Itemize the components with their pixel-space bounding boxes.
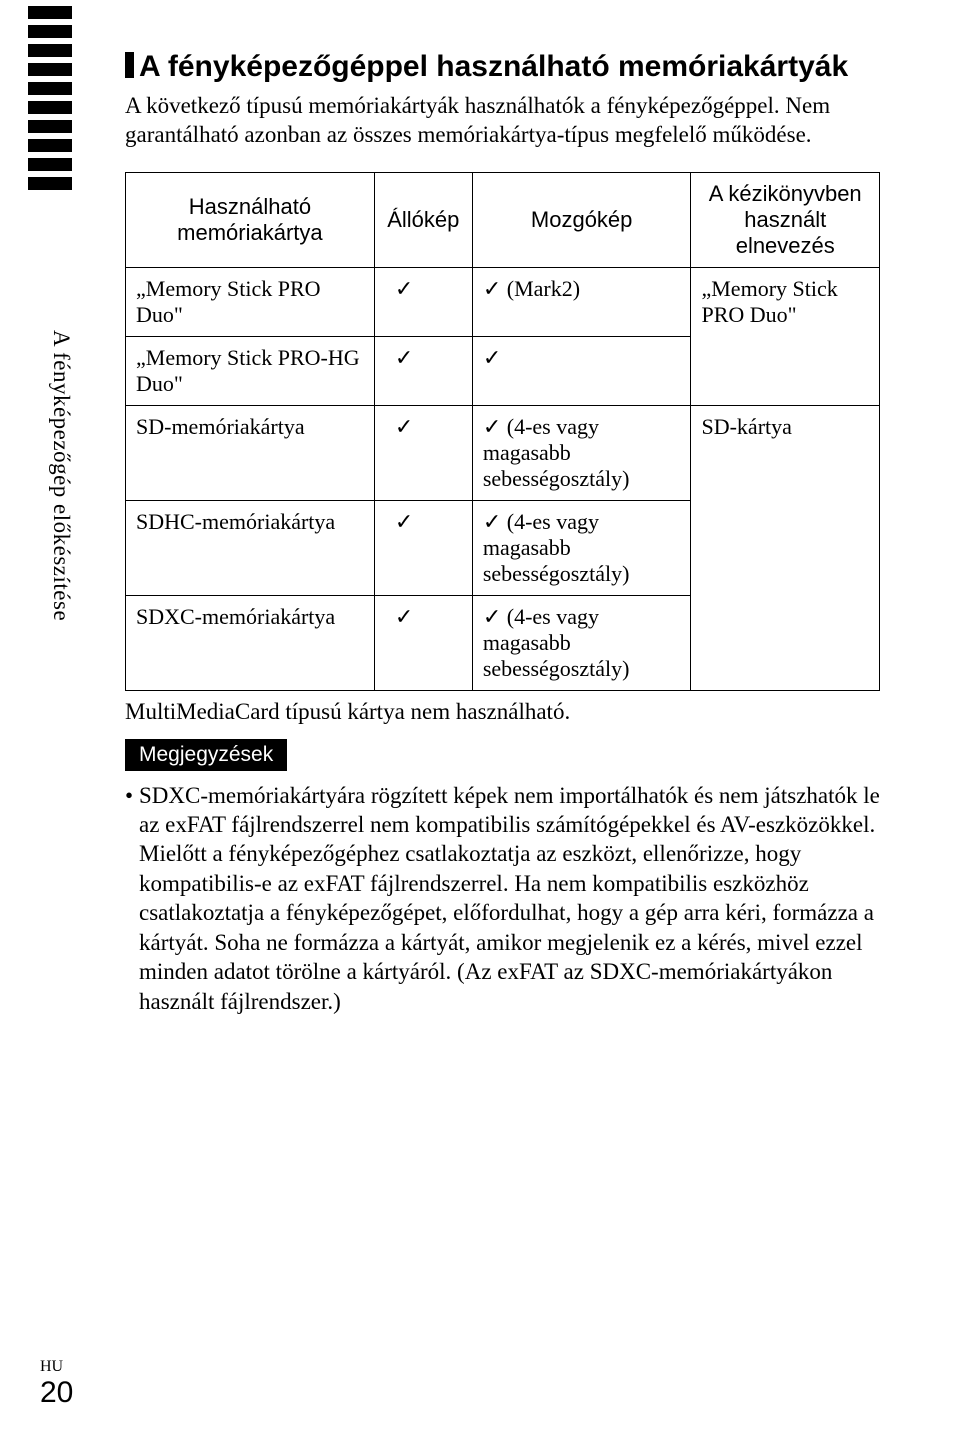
cell-still: ✓ <box>374 500 472 595</box>
note-item: SDXC-memóriakártyára rögzített képek nem… <box>139 781 880 1017</box>
notes-label: Megjegyzések <box>125 739 287 771</box>
cell-still: ✓ <box>374 405 472 500</box>
cell-card: SD-memóriakártya <box>126 405 375 500</box>
progress-bar-segment <box>28 44 72 57</box>
progress-bar-segment <box>28 63 72 76</box>
cell-card: „Memory Stick PRO Duo" <box>126 267 375 336</box>
cell-card: SDXC-memóriakártya <box>126 595 375 690</box>
table-row: SD-memóriakártya✓✓ (4-es vagy magasabb s… <box>126 405 880 500</box>
cell-name: SD-kártya <box>691 405 880 690</box>
cell-still: ✓ <box>374 595 472 690</box>
cell-still: ✓ <box>374 267 472 336</box>
footer-lang: HU <box>40 1358 73 1376</box>
after-table-note: MultiMediaCard típusú kártya nem használ… <box>125 699 880 725</box>
cell-still: ✓ <box>374 336 472 405</box>
heading-text: A fényképezőgéppel használható memóriaká… <box>139 50 848 83</box>
cell-movie: ✓ (4-es vagy magasabb sebességosztály) <box>472 500 691 595</box>
progress-bar-segment <box>28 25 72 38</box>
th-card: Használható memóriakártya <box>126 172 375 267</box>
notes-list: SDXC-memóriakártyára rögzített képek nem… <box>125 781 880 1017</box>
table-row: „Memory Stick PRO Duo"✓✓ (Mark2)„Memory … <box>126 267 880 336</box>
progress-bar-segment <box>28 158 72 171</box>
memory-card-table: Használható memóriakártya Állókép Mozgók… <box>125 172 880 691</box>
progress-bar-segment <box>28 101 72 114</box>
cell-card: „Memory Stick PRO-HG Duo" <box>126 336 375 405</box>
footer-page-number: 20 <box>40 1376 73 1410</box>
progress-bar-segment <box>28 177 72 190</box>
progress-bar-segment <box>28 139 72 152</box>
progress-bar-segment <box>28 6 72 19</box>
progress-bars <box>28 6 72 190</box>
cell-movie: ✓ (Mark2) <box>472 267 691 336</box>
cell-movie: ✓ (4-es vagy magasabb sebességosztály) <box>472 595 691 690</box>
cell-movie: ✓ <box>472 336 691 405</box>
manual-page: A fényképezőgép előkészítése A fényképez… <box>0 0 960 1440</box>
cell-movie: ✓ (4-es vagy magasabb sebességosztály) <box>472 405 691 500</box>
th-movie: Mozgókép <box>472 172 691 267</box>
page-heading: A fényképezőgéppel használható memóriaká… <box>125 50 880 84</box>
heading-marker-icon <box>125 52 134 78</box>
th-still: Állókép <box>374 172 472 267</box>
section-tab-label: A fényképezőgép előkészítése <box>48 330 74 621</box>
progress-bar-segment <box>28 120 72 133</box>
progress-bar-segment <box>28 82 72 95</box>
cell-card: SDHC-memóriakártya <box>126 500 375 595</box>
cell-name: „Memory Stick PRO Duo" <box>691 267 880 405</box>
th-name: A kézikönyvben használt elnevezés <box>691 172 880 267</box>
lead-paragraph: A következő típusú memóriakártyák haszná… <box>125 92 880 150</box>
page-footer: HU 20 <box>40 1358 73 1410</box>
